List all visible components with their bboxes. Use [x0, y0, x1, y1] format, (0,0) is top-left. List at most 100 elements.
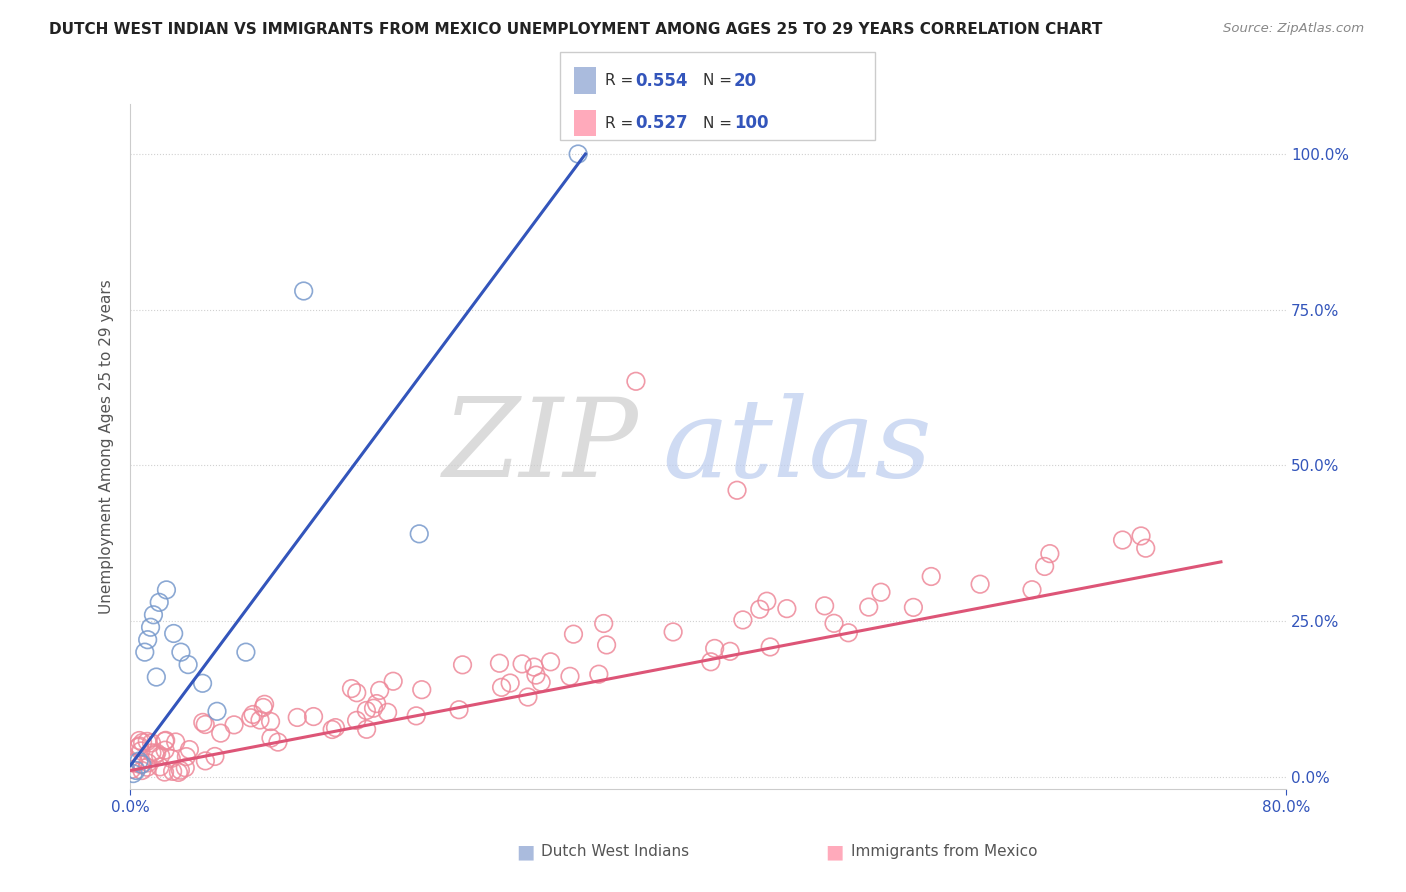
- Point: [194, 717, 217, 731]
- Point: [131, 764, 153, 778]
- Point: [595, 638, 617, 652]
- Point: [149, 760, 172, 774]
- Text: atlas: atlas: [662, 392, 932, 500]
- Point: [447, 703, 470, 717]
- Point: [122, 766, 145, 780]
- Text: R =: R =: [605, 115, 638, 130]
- Point: [823, 616, 845, 631]
- Point: [540, 655, 562, 669]
- Point: [191, 676, 214, 690]
- Point: [516, 690, 538, 704]
- Point: [191, 715, 214, 730]
- Point: [748, 602, 770, 616]
- Point: [524, 668, 547, 682]
- Text: N =: N =: [703, 115, 737, 130]
- Point: [239, 711, 262, 725]
- Point: [139, 620, 162, 634]
- Point: [155, 733, 177, 747]
- Point: [451, 657, 474, 672]
- Text: ■: ■: [516, 842, 534, 862]
- Point: [292, 284, 315, 298]
- Text: 0.527: 0.527: [636, 114, 688, 132]
- Point: [858, 600, 880, 615]
- Point: [700, 655, 723, 669]
- Point: [366, 697, 388, 711]
- Point: [260, 731, 283, 745]
- Point: [755, 594, 778, 608]
- Point: [1130, 529, 1153, 543]
- Point: [776, 601, 799, 615]
- Point: [253, 698, 276, 712]
- Point: [903, 600, 925, 615]
- Point: [759, 640, 782, 654]
- Point: [356, 703, 378, 717]
- Point: [194, 754, 217, 768]
- Point: [558, 669, 581, 683]
- Point: [703, 641, 725, 656]
- Point: [136, 632, 159, 647]
- Point: [346, 686, 368, 700]
- Point: [134, 645, 156, 659]
- Text: 0.554: 0.554: [636, 71, 688, 89]
- Text: 20: 20: [734, 71, 756, 89]
- Point: [725, 483, 748, 498]
- Point: [143, 747, 166, 762]
- Point: [165, 735, 187, 749]
- Point: [368, 683, 391, 698]
- Point: [321, 723, 343, 737]
- Point: [209, 726, 232, 740]
- Point: [267, 735, 290, 749]
- Point: [592, 616, 614, 631]
- Point: [179, 742, 201, 756]
- Point: [1135, 541, 1157, 556]
- Text: N =: N =: [703, 73, 737, 88]
- Point: [142, 607, 165, 622]
- Point: [167, 765, 190, 780]
- Point: [153, 765, 176, 780]
- Text: R =: R =: [605, 73, 638, 88]
- Point: [145, 670, 167, 684]
- Text: Immigrants from Mexico: Immigrants from Mexico: [851, 845, 1038, 859]
- Point: [285, 710, 308, 724]
- Point: [870, 585, 893, 599]
- Point: [488, 657, 510, 671]
- Point: [259, 714, 281, 729]
- Point: [148, 595, 170, 609]
- Point: [128, 754, 150, 768]
- Point: [814, 599, 837, 613]
- Point: [131, 735, 153, 749]
- Point: [510, 657, 533, 671]
- Point: [136, 760, 159, 774]
- Point: [235, 645, 257, 659]
- Point: [252, 700, 274, 714]
- Point: [169, 763, 191, 777]
- Point: [131, 757, 153, 772]
- Point: [176, 749, 198, 764]
- Text: Dutch West Indians: Dutch West Indians: [541, 845, 689, 859]
- Point: [346, 714, 368, 728]
- Point: [128, 739, 150, 753]
- Text: Source: ZipAtlas.com: Source: ZipAtlas.com: [1223, 22, 1364, 36]
- Point: [149, 748, 172, 763]
- Point: [129, 757, 152, 772]
- Point: [491, 681, 513, 695]
- Point: [170, 645, 193, 659]
- Point: [205, 704, 228, 718]
- Point: [222, 718, 245, 732]
- Point: [562, 627, 585, 641]
- Text: ZIP: ZIP: [443, 392, 638, 500]
- Point: [153, 743, 176, 757]
- Point: [155, 582, 177, 597]
- Point: [122, 756, 145, 771]
- Point: [204, 749, 226, 764]
- Point: [127, 739, 149, 754]
- Point: [405, 709, 427, 723]
- Point: [837, 625, 859, 640]
- Point: [129, 744, 152, 758]
- Point: [662, 624, 685, 639]
- Point: [1111, 533, 1133, 547]
- Point: [153, 734, 176, 748]
- Point: [177, 657, 200, 672]
- Point: [530, 675, 553, 690]
- Point: [1039, 547, 1062, 561]
